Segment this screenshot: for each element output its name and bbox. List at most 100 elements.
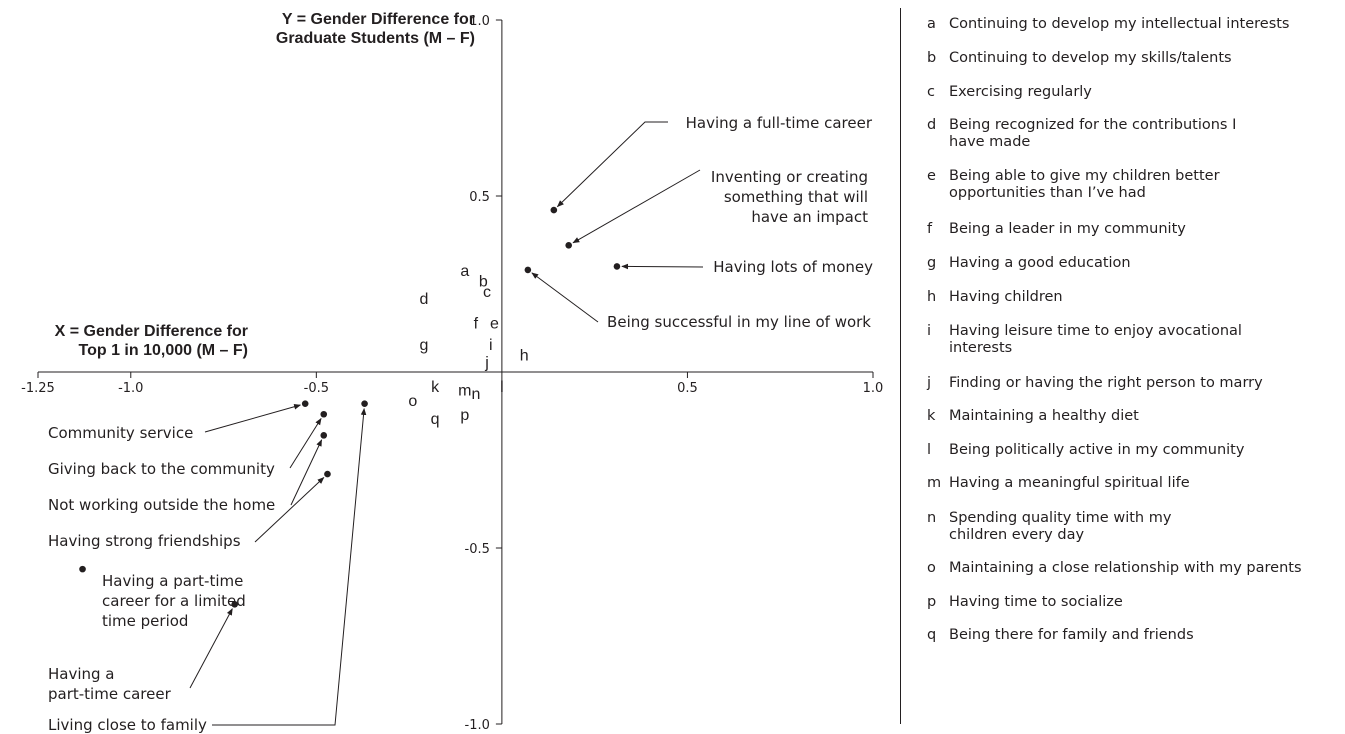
callout-label: Having strong friendships — [48, 532, 241, 550]
data-point — [231, 601, 238, 608]
y-tick-label: -0.5 — [465, 542, 490, 557]
y-axis-title: Y = Gender Difference for Graduate Stude… — [200, 10, 475, 48]
x-tick-label: -1.0 — [118, 381, 143, 396]
legend-text: Having a good education — [949, 255, 1131, 271]
callout-label: Not working outside the home — [48, 496, 275, 514]
callout-label: Having a part-time career — [48, 665, 172, 703]
callout-label-line: have an impact — [751, 208, 868, 226]
callout-arrow — [572, 169, 701, 244]
x-axis-title-line-2: Top 1 in 10,000 (M – F) — [78, 342, 248, 359]
legend-text: Having a meaningful spiritual life — [949, 475, 1190, 491]
legend-text: Having leisure time to enjoy avocational… — [949, 323, 1242, 356]
letter-point-j: j — [484, 354, 489, 371]
legend-text: Being a leader in my community — [949, 221, 1186, 237]
callout-label-line: part-time career — [48, 685, 172, 703]
data-point — [320, 410, 328, 418]
callout-label: Having a full-time career — [686, 114, 873, 132]
letter-point-e: e — [490, 316, 499, 333]
legend-letter: i — [927, 323, 932, 339]
y-tick-label: -1.0 — [465, 718, 490, 733]
x-tick-label: -0.5 — [304, 381, 329, 396]
x-axis-title: X = Gender Difference for Top 1 in 10,00… — [42, 322, 248, 360]
callout-label-line: Having a part-time — [102, 572, 243, 590]
legend-letter: b — [927, 50, 937, 66]
letter-point-n: n — [471, 386, 480, 403]
legend-letter: c — [927, 84, 935, 100]
letter-point-l: l — [500, 379, 504, 396]
legend-letter: d — [927, 117, 937, 133]
callout-label: Being successful in my line of work — [607, 313, 871, 331]
legend-letter: a — [927, 16, 936, 32]
legend-text: Continuing to develop my intellectual in… — [949, 16, 1290, 32]
letter-point-k: k — [431, 379, 440, 396]
y-axis-title-line-1: Y = Gender Difference for — [281, 11, 475, 28]
callout-label-line: Having strong friendships — [48, 532, 241, 550]
legend-text: Being politically active in my community — [949, 442, 1245, 458]
legend-letter: o — [927, 560, 936, 576]
letter-point-i: i — [489, 337, 493, 354]
legend-text: Being recognized for the contributions I… — [949, 117, 1237, 150]
legend-letter: n — [927, 510, 937, 526]
letter-point-a: a — [460, 263, 469, 280]
legend-letter: l — [927, 442, 932, 458]
legend-text: Finding or having the right person to ma… — [949, 375, 1263, 391]
callout-arrow — [621, 263, 704, 270]
legend-letter: f — [927, 221, 933, 237]
x-tick-label: 1.0 — [863, 381, 884, 396]
data-point — [550, 206, 558, 214]
legend-letter: k — [927, 408, 936, 424]
legend-text: Having time to socialize — [949, 594, 1123, 610]
callout-label: Having a part-time career for a limited ti… — [102, 572, 246, 630]
letter-point-g: g — [420, 337, 429, 354]
data-point — [301, 400, 309, 407]
data-point — [565, 241, 572, 249]
data-point — [613, 263, 621, 270]
callout-label-line: something that will — [724, 188, 868, 206]
callout-label: Living close to family — [48, 716, 207, 734]
letter-point-m: m — [458, 383, 471, 400]
callout-label: Having lots of money — [713, 258, 873, 276]
x-axis-title-line-1: X = Gender Difference for — [54, 323, 248, 340]
callout-arrow — [531, 272, 599, 323]
legend-letter: j — [927, 375, 932, 391]
callout-arrow — [290, 439, 323, 506]
callout-label-line: Community service — [48, 424, 193, 442]
callout-arrow — [212, 407, 367, 726]
callout-label-line: time period — [102, 612, 188, 630]
callout-arrow — [204, 404, 302, 433]
callout-label: Inventing or creating something that will… — [711, 168, 868, 226]
letter-point-h: h — [520, 347, 529, 364]
callout-label-line: Having lots of money — [713, 258, 873, 276]
legend-letter: m — [927, 475, 942, 491]
callout-label-line: Having a full-time career — [686, 114, 873, 132]
legend-letter: e — [927, 168, 936, 184]
legend-letter: p — [927, 594, 937, 610]
callout-label: Giving back to the community — [48, 460, 275, 478]
legend-letter: h — [927, 289, 937, 305]
letter-point-d: d — [420, 291, 429, 308]
callout-label-line: Inventing or creating — [711, 168, 868, 186]
letter-point-f: f — [474, 316, 479, 333]
legend-text: Continuing to develop my skills/talents — [949, 50, 1232, 66]
data-point — [324, 470, 331, 478]
legend-text: Exercising regularly — [949, 84, 1092, 100]
data-point — [79, 565, 86, 573]
legend-text: Being there for family and friends — [949, 627, 1194, 643]
callout-label-line: Giving back to the community — [48, 460, 275, 478]
callout-arrow — [254, 477, 325, 543]
data-point — [524, 266, 532, 274]
letter-point-c: c — [483, 284, 491, 301]
callout-label-line: Being successful in my line of work — [607, 313, 871, 331]
legend-text: Spending quality time with my children e… — [949, 510, 1172, 543]
callout-arrow — [556, 121, 668, 208]
data-point — [361, 400, 368, 407]
callout-label: Community service — [48, 424, 193, 442]
letter-point-o: o — [408, 393, 417, 410]
legend-letter: g — [927, 255, 937, 271]
callout-arrow — [289, 417, 322, 469]
x-tick-label: -1.25 — [21, 381, 55, 396]
data-point — [320, 432, 328, 439]
scatter-plot: -1.25 -1.0 -0.5 0.5 1.0 1.0 0.5 -0.5 -1.0 abc d ef g… — [21, 14, 884, 734]
legend-text: Maintaining a healthy diet — [949, 408, 1139, 424]
y-tick-label: 0.5 — [469, 190, 490, 205]
